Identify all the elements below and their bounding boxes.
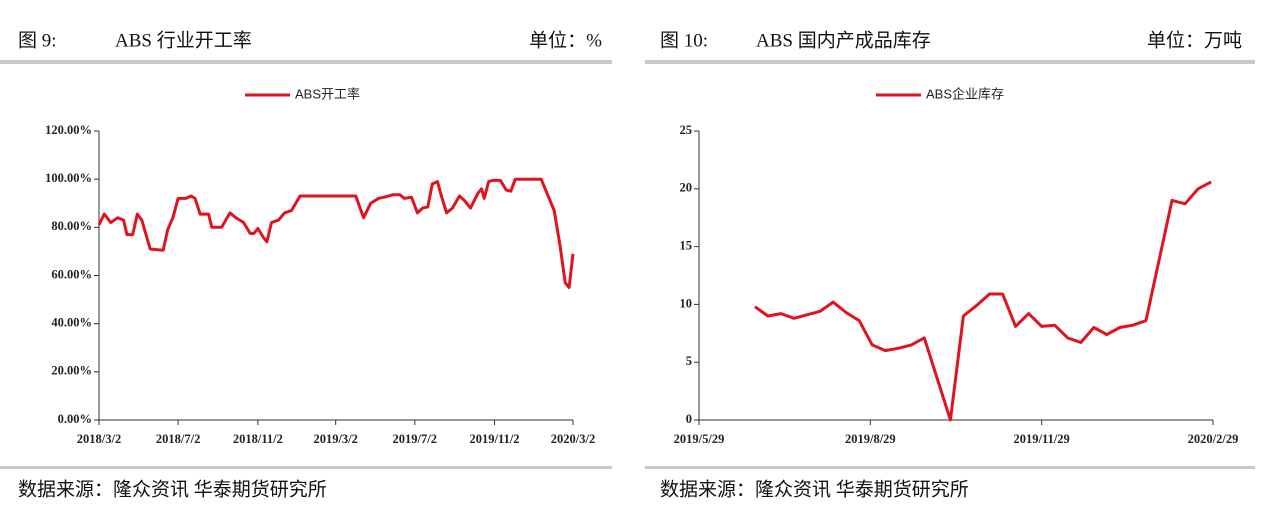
y-tick-label: 0.00%	[58, 412, 92, 426]
y-tick-label: 100.00%	[45, 171, 92, 185]
x-tick-label: 2019/11/2	[470, 432, 520, 446]
figure-title: ABS 国内产成品库存	[756, 29, 931, 51]
x-tick-label: 2019/8/29	[845, 432, 896, 446]
data-line	[754, 180, 1212, 422]
y-tick-label: 5	[686, 354, 692, 368]
figure-title: ABS 行业开工率	[115, 29, 252, 51]
footer-rule	[645, 466, 1255, 469]
y-tick-label: 80.00%	[51, 219, 92, 233]
y-tick-label: 25	[680, 123, 693, 137]
figure-label: 图 10:	[660, 30, 708, 51]
x-tick-label: 2018/11/2	[233, 432, 283, 446]
y-tick-label: 20.00%	[51, 364, 92, 378]
x-tick-label: 2019/3/2	[313, 432, 357, 446]
source: 数据来源：隆众资讯 华泰期货研究所	[18, 478, 327, 500]
figure-label: 图 9:	[18, 30, 57, 51]
source: 数据来源：隆众资讯 华泰期货研究所	[660, 478, 969, 500]
x-tick-label: 2019/11/29	[1014, 432, 1070, 446]
unit: 单位：万吨	[1147, 29, 1242, 51]
header-rule	[645, 60, 1255, 64]
x-tick-label: 2018/3/2	[77, 432, 121, 446]
y-tick-label: 10	[680, 296, 693, 310]
header-rule	[0, 60, 612, 64]
x-tick-label: 2020/2/29	[1188, 432, 1239, 446]
footer-rule	[0, 466, 612, 469]
legend-label: ABS企业库存	[926, 86, 1004, 101]
unit: 单位：%	[529, 29, 602, 51]
y-tick-label: 60.00%	[51, 267, 92, 281]
y-tick-label: 15	[680, 238, 693, 252]
x-tick-label: 2018/7/2	[156, 432, 200, 446]
y-tick-label: 20	[680, 181, 693, 195]
y-tick-label: 40.00%	[51, 316, 92, 330]
x-tick-label: 2019/5/29	[674, 432, 725, 446]
x-tick-label: 2019/7/2	[393, 432, 437, 446]
data-line	[97, 177, 575, 289]
x-tick-label: 2020/3/2	[551, 432, 595, 446]
y-tick-label: 120.00%	[45, 123, 92, 137]
y-tick-label: 0	[686, 412, 692, 426]
legend-label: ABS开工率	[295, 86, 360, 101]
